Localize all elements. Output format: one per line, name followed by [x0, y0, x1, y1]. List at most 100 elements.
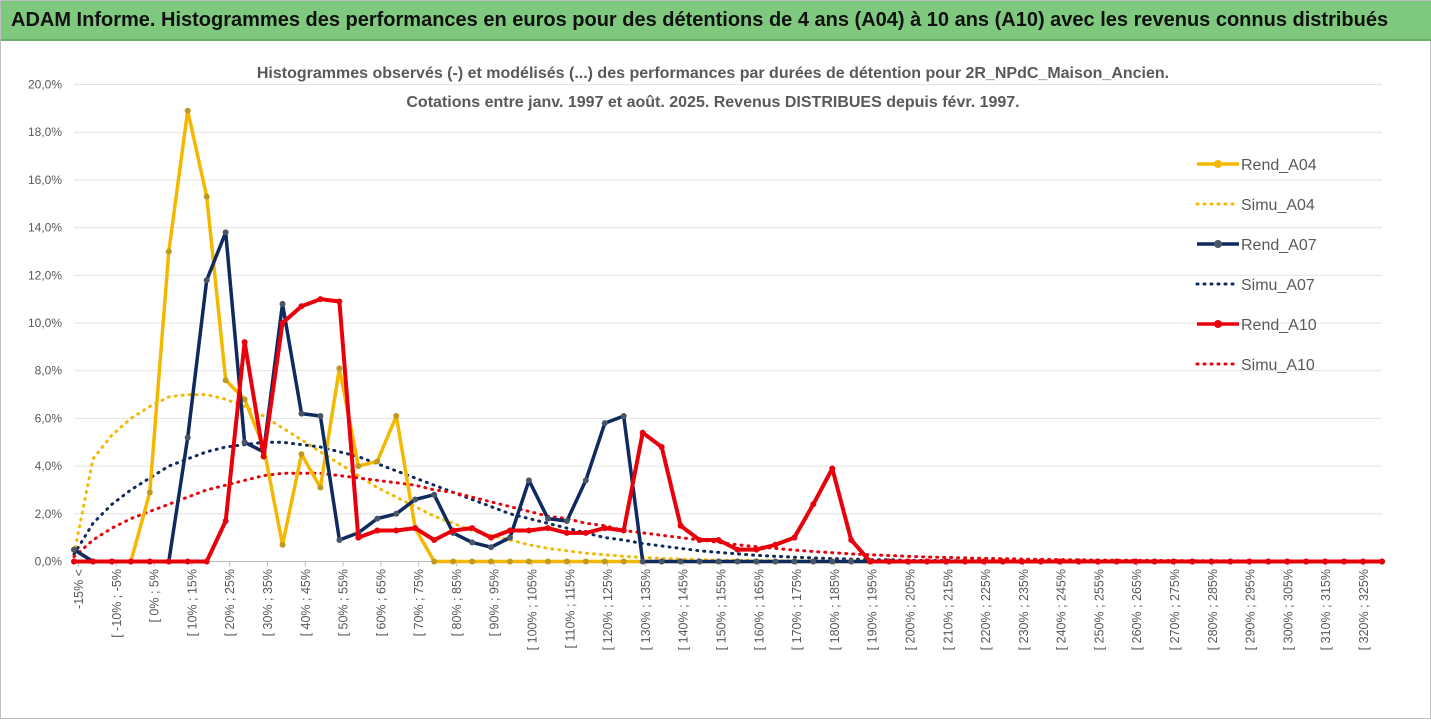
data-point	[184, 558, 191, 565]
data-point	[1227, 558, 1234, 565]
data-point	[165, 558, 172, 565]
data-point	[450, 527, 457, 534]
data-point	[298, 303, 305, 310]
data-point	[639, 558, 646, 565]
data-point	[1360, 558, 1367, 565]
y-axis-tick-labels: 0,0% 2,0% 4,0% 6,0% 8,0% 10,0% 12,0% 14,0% 16,0%…	[28, 78, 62, 569]
data-point	[431, 558, 438, 565]
data-point	[734, 546, 741, 553]
data-point	[374, 458, 381, 465]
data-point	[563, 529, 570, 536]
x-tick-label: [ 160% ; 165%	[752, 569, 766, 650]
data-point	[810, 501, 817, 508]
x-tick-label: [ 10% ; 15%	[185, 569, 199, 636]
data-point	[241, 439, 248, 446]
data-point	[1303, 558, 1310, 565]
data-point	[943, 558, 949, 565]
data-point	[791, 558, 798, 565]
data-point	[393, 413, 400, 420]
data-point	[355, 534, 362, 541]
data-point	[412, 496, 419, 503]
data-point	[563, 558, 570, 565]
data-point	[999, 558, 1006, 565]
x-tick-label: [ 250% ; 255%	[1092, 569, 1106, 650]
data-point	[961, 558, 968, 565]
x-tick-label: [ 90% ; 95%	[488, 569, 502, 636]
data-point	[203, 277, 210, 284]
data-point	[165, 248, 172, 255]
x-tick-label: [ 0% ; 5%	[148, 569, 162, 623]
data-point	[241, 396, 248, 403]
data-point	[431, 537, 438, 544]
data-point	[734, 558, 741, 565]
data-point	[393, 527, 400, 534]
data-point	[867, 558, 874, 565]
x-tick-label: [ 280% ; 285%	[1206, 569, 1220, 650]
x-tick-label: [ 270% ; 275%	[1168, 569, 1182, 650]
data-point	[753, 546, 760, 553]
data-point	[544, 515, 551, 522]
data-point	[791, 534, 798, 541]
legend-label: Simu_A07	[1241, 277, 1315, 294]
data-point	[715, 537, 722, 544]
data-point	[1113, 558, 1120, 565]
data-point	[601, 558, 608, 565]
data-point	[980, 558, 987, 565]
data-point	[488, 558, 495, 565]
data-point	[620, 527, 627, 534]
x-tick-label: [ 190% ; 195%	[866, 569, 880, 650]
x-tick-label: [ 180% ; 185%	[828, 569, 842, 650]
legend-label: Simu_A10	[1241, 357, 1315, 374]
x-tick-label: -15% <	[72, 569, 86, 609]
data-point	[184, 434, 191, 441]
data-point	[677, 522, 684, 529]
data-point	[203, 193, 210, 200]
x-tick-label: [ -10% ; -5%	[110, 569, 124, 638]
x-tick-label: [ 300% ; 305%	[1281, 569, 1295, 650]
data-point	[582, 477, 589, 484]
data-point	[1037, 558, 1044, 565]
data-point	[488, 534, 495, 541]
x-tick-label: [ 320% ; 325%	[1357, 569, 1371, 650]
y-tick-label: 16,0%	[28, 173, 62, 187]
data-point	[298, 410, 305, 417]
data-point	[848, 558, 855, 565]
data-point	[715, 558, 722, 565]
x-tick-label: [ 310% ; 315%	[1319, 569, 1333, 650]
data-point	[1132, 558, 1139, 565]
chart-subtitle: Cotations entre janv. 1997 et août. 2025…	[406, 94, 1019, 111]
data-point	[544, 525, 551, 532]
data-point	[374, 515, 381, 522]
x-tick-label: [ 170% ; 175%	[790, 569, 804, 650]
data-point	[829, 465, 836, 472]
data-point	[829, 558, 836, 565]
data-point	[601, 420, 608, 427]
data-point	[1322, 558, 1329, 565]
data-point	[544, 558, 551, 565]
data-point	[71, 546, 77, 553]
data-point	[488, 544, 495, 551]
data-point	[810, 558, 817, 565]
data-point	[1265, 558, 1272, 565]
data-point	[222, 377, 229, 384]
data-point	[1151, 558, 1158, 565]
data-point	[507, 558, 513, 565]
data-point	[772, 558, 779, 565]
y-tick-label: 20,0%	[28, 78, 62, 92]
data-point	[1170, 558, 1177, 565]
legend-label: Rend_A04	[1241, 157, 1317, 174]
data-point	[279, 300, 286, 307]
data-point	[507, 527, 513, 534]
title-banner: ADAM Informe. Histogrammes des performan…	[1, 1, 1431, 41]
data-point	[317, 296, 324, 303]
data-point	[525, 477, 532, 484]
data-point	[886, 558, 893, 565]
x-tick-label: [ 40% ; 45%	[299, 569, 313, 636]
data-point	[203, 558, 210, 565]
x-axis-tick-labels: -15% < [ -10% ; -5% [ 0% ; 5% [ 10% ; 15% [ …	[72, 569, 1371, 650]
data-point	[1208, 558, 1215, 565]
legend-label: Simu_A04	[1241, 197, 1315, 214]
data-point	[753, 558, 760, 565]
x-tick-label: [ 80% ; 85%	[450, 569, 464, 636]
data-point	[582, 558, 589, 565]
